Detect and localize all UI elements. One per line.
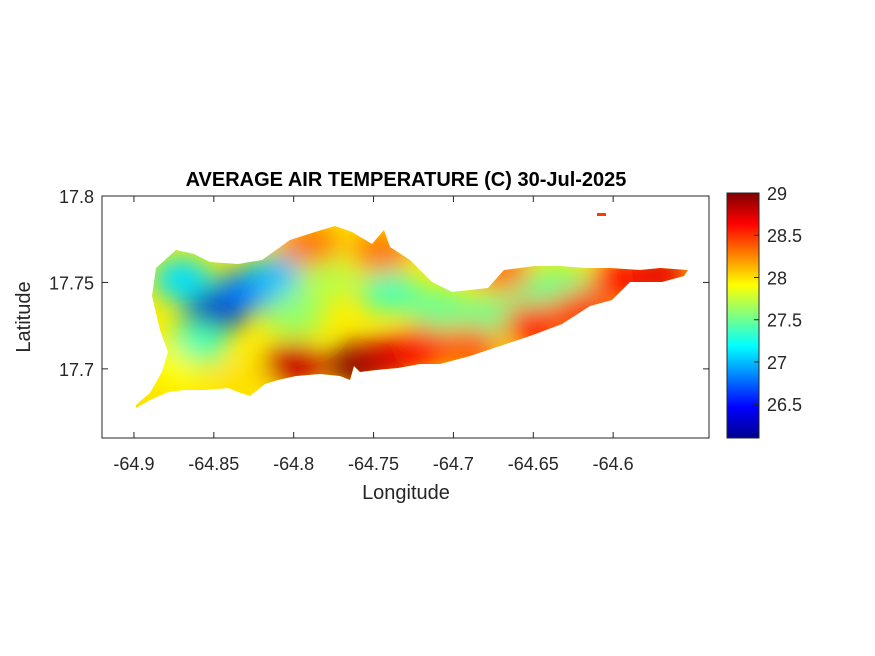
y-tick-label-1: 17.75: [49, 273, 94, 293]
x-tick-label-0: -64.9: [113, 454, 154, 474]
x-tick-label-5: -64.65: [508, 454, 559, 474]
axes-box: [101, 195, 710, 439]
x-axis-ticks: -64.9 -64.85 -64.8 -64.75 -64.7 -64.65 -64.6: [113, 196, 634, 474]
colorbar-tick-label-5: 26.5: [767, 395, 802, 415]
y-axis-ticks: 17.8 17.75 17.7: [49, 187, 709, 380]
y-tick-label-2: 17.7: [59, 360, 94, 380]
x-tick-label-3: -64.75: [348, 454, 399, 474]
x-tick-label-2: -64.8: [273, 454, 314, 474]
y-axis-label: Latitude: [13, 281, 35, 352]
colorbar-tick-label-4: 27: [767, 353, 787, 373]
x-tick-label-6: -64.6: [593, 454, 634, 474]
colorbar-tick-label-2: 28: [767, 268, 787, 288]
heat-sample-20: [391, 326, 452, 371]
colorbar-ticks: 29 28.5 28 27.5 27 26.5: [754, 184, 802, 415]
colorbar-tick-label-0: 29: [767, 184, 787, 204]
heat-sample-6: [295, 256, 356, 301]
heat-sample-2: [247, 253, 308, 298]
heat-sample-7: [359, 269, 420, 314]
heat-sample-5: [263, 291, 324, 336]
heat-sample-13: [136, 377, 172, 408]
y-tick-label-0: 17.8: [59, 187, 94, 207]
islet-marker: [597, 213, 606, 216]
chart-title: AVERAGE AIR TEMPERATURE (C) 30-Jul-2025: [186, 169, 627, 191]
colorbar-tick-label-1: 28.5: [767, 226, 802, 246]
heat-sample-3: [151, 256, 212, 301]
x-axis-label: Longitude: [362, 482, 450, 504]
colorbar: [726, 192, 760, 439]
x-tick-label-4: -64.7: [433, 454, 474, 474]
x-tick-label-1: -64.85: [188, 454, 239, 474]
colorbar-tick-label-3: 27.5: [767, 311, 802, 331]
heat-sample-8: [407, 286, 468, 331]
